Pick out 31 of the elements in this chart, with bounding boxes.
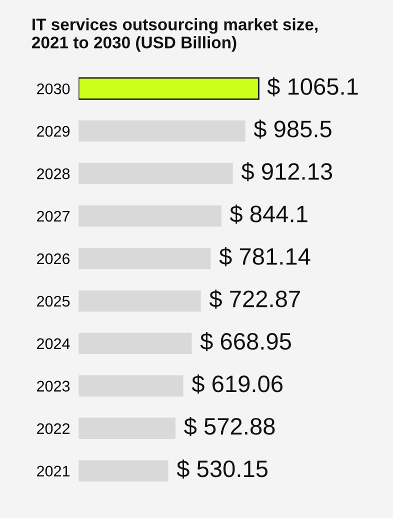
bar [78, 120, 246, 142]
data-label: $ 985.5 [254, 120, 332, 139]
y-tick-label: 2028 [37, 168, 70, 180]
chart-title: IT services outsourcing market size, 2021 to 2030 (USD Billion) [32, 18, 318, 52]
bar [78, 375, 184, 397]
y-tick-label: 2025 [37, 296, 70, 307]
y-tick-label: 2029 [37, 126, 70, 137]
data-label: $ 619.06 [192, 374, 282, 394]
data-label: $ 668.95 [200, 332, 291, 352]
bar [78, 332, 192, 354]
data-label: $ 530.15 [176, 459, 268, 479]
y-tick-label: 2027 [37, 210, 70, 222]
data-label: $ 572.88 [184, 417, 275, 436]
y-tick-label: 2030 [37, 83, 70, 94]
bar [78, 418, 176, 440]
data-label: $ 912.13 [241, 162, 332, 182]
y-tick-label: 2021 [37, 466, 70, 477]
y-tick-label: 2024 [37, 338, 70, 350]
bar [78, 77, 260, 100]
bar [78, 460, 168, 482]
y-tick-label: 2022 [37, 423, 70, 434]
y-tick-label: 2023 [37, 380, 70, 392]
bar [78, 290, 201, 312]
bar [78, 248, 211, 270]
data-label: $ 844.1 [230, 204, 308, 224]
data-label: $ 722.87 [209, 290, 300, 309]
y-tick-label: 2026 [37, 253, 70, 264]
data-label: $ 781.14 [219, 247, 310, 266]
bar [78, 162, 233, 184]
data-label: $ 1065.1 [267, 77, 358, 96]
bar [78, 205, 222, 227]
